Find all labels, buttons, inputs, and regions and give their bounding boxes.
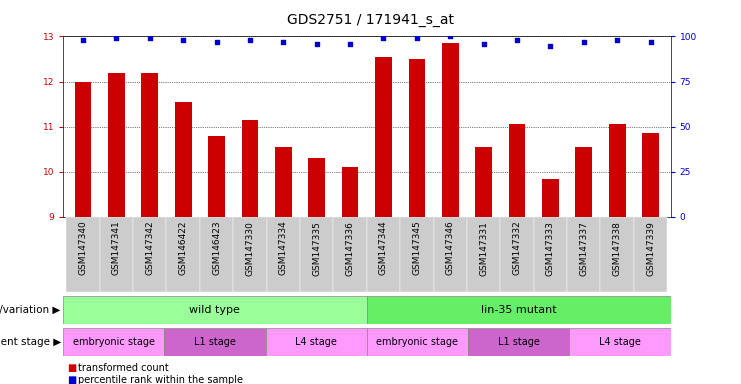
Bar (267, 217, 300, 292)
Bar (167, 217, 200, 292)
Text: GSM147336: GSM147336 (345, 221, 355, 276)
Bar (600, 217, 634, 292)
Text: wild type: wild type (190, 305, 240, 315)
Point (177, 37, 189, 43)
Bar (433, 217, 467, 292)
Bar (165, 328, 265, 356)
Bar (200, 217, 233, 292)
Bar (375, 57, 392, 217)
Text: development stage ▶: development stage ▶ (0, 337, 61, 347)
Text: GDS2751 / 171941_s_at: GDS2751 / 171941_s_at (287, 13, 454, 27)
Text: GSM147338: GSM147338 (613, 221, 622, 276)
Bar (442, 43, 459, 217)
Bar (75, 82, 91, 217)
Bar (63, 296, 367, 324)
Bar (175, 102, 191, 217)
Point (445, 33, 456, 40)
Point (210, 39, 222, 45)
Bar (133, 217, 167, 292)
Text: GSM147334: GSM147334 (279, 221, 288, 275)
Bar (308, 158, 325, 217)
Bar (367, 217, 400, 292)
Bar (265, 328, 367, 356)
Bar (468, 328, 569, 356)
Bar (500, 217, 534, 292)
Point (344, 41, 356, 47)
Text: GSM147344: GSM147344 (379, 221, 388, 275)
Text: GSM147337: GSM147337 (579, 221, 588, 276)
Text: lin-35 mutant: lin-35 mutant (481, 305, 556, 315)
Bar (567, 217, 600, 292)
Text: GSM146422: GSM146422 (179, 221, 187, 275)
Bar (542, 179, 559, 217)
Text: GSM147345: GSM147345 (413, 221, 422, 275)
Point (277, 39, 289, 45)
Point (611, 37, 623, 43)
Text: GSM147342: GSM147342 (145, 221, 154, 275)
Text: genotype/variation ▶: genotype/variation ▶ (0, 305, 61, 315)
Bar (642, 134, 659, 217)
Text: GSM147330: GSM147330 (245, 221, 254, 276)
Bar (100, 217, 133, 292)
Bar (508, 124, 525, 217)
Bar (609, 124, 625, 217)
Point (578, 39, 590, 45)
Bar (342, 167, 359, 217)
Bar (467, 217, 500, 292)
Bar (142, 73, 158, 217)
Text: GSM147339: GSM147339 (646, 221, 655, 276)
Bar (67, 217, 100, 292)
Point (645, 39, 657, 45)
Text: GSM147340: GSM147340 (79, 221, 87, 275)
Bar (367, 296, 671, 324)
Text: GSM147331: GSM147331 (479, 221, 488, 276)
Bar (300, 217, 333, 292)
Text: GSM146423: GSM146423 (212, 221, 221, 275)
Text: ■: ■ (67, 363, 76, 373)
Bar (400, 217, 433, 292)
Bar (275, 147, 292, 217)
Point (144, 35, 156, 41)
Bar (242, 120, 259, 217)
Text: percentile rank within the sample: percentile rank within the sample (78, 375, 243, 384)
Point (77, 37, 89, 43)
Bar (208, 136, 225, 217)
Point (110, 35, 122, 41)
Point (411, 35, 423, 41)
Point (545, 43, 556, 49)
Bar (408, 59, 425, 217)
Bar (634, 217, 667, 292)
Text: embryonic stage: embryonic stage (376, 337, 459, 347)
Text: GSM147346: GSM147346 (446, 221, 455, 275)
Text: L4 stage: L4 stage (295, 337, 337, 347)
Bar (108, 73, 124, 217)
Text: transformed count: transformed count (78, 363, 168, 373)
Bar (534, 217, 567, 292)
Bar (63, 328, 165, 356)
Point (511, 37, 523, 43)
Point (244, 37, 256, 43)
Bar (569, 328, 671, 356)
Bar (367, 328, 468, 356)
Text: GSM147341: GSM147341 (112, 221, 121, 275)
Point (378, 35, 390, 41)
Text: GSM147335: GSM147335 (312, 221, 321, 276)
Point (310, 41, 322, 47)
Bar (333, 217, 367, 292)
Text: embryonic stage: embryonic stage (73, 337, 155, 347)
Text: L4 stage: L4 stage (599, 337, 641, 347)
Bar (576, 147, 592, 217)
Text: GSM147333: GSM147333 (546, 221, 555, 276)
Text: L1 stage: L1 stage (194, 337, 236, 347)
Text: ■: ■ (67, 375, 76, 384)
Text: L1 stage: L1 stage (498, 337, 539, 347)
Text: GSM147332: GSM147332 (513, 221, 522, 275)
Bar (233, 217, 267, 292)
Point (478, 41, 490, 47)
Bar (475, 147, 492, 217)
